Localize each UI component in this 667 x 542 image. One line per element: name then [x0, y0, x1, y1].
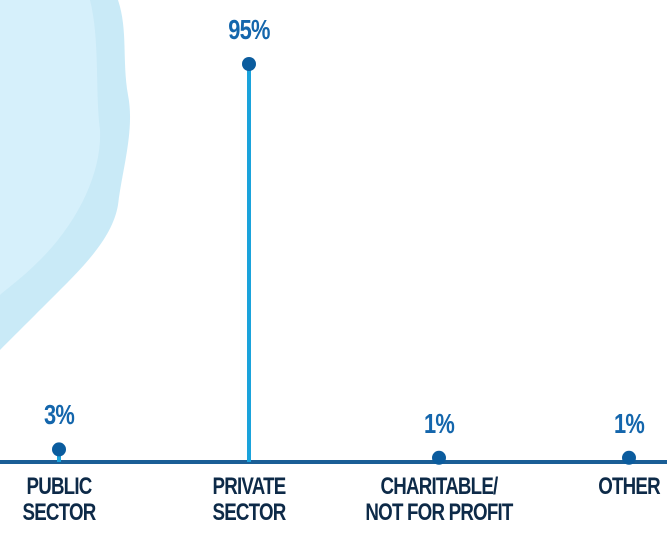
dot	[52, 442, 66, 457]
value-label: 1%	[613, 407, 645, 439]
category-label: OTHER	[598, 473, 660, 500]
value-label: 95%	[228, 14, 270, 45]
background-splash-highlight	[0, 0, 101, 295]
category-label: PRIVATE SECTOR	[212, 473, 286, 526]
dot	[432, 450, 446, 465]
value-label: 3%	[43, 399, 75, 431]
value-label: 1%	[423, 407, 455, 439]
dot	[622, 450, 636, 465]
dot	[242, 57, 256, 71]
category-label: CHARITABLE/ NOT FOR PROFIT	[365, 473, 513, 526]
category-label: PUBLIC SECTOR	[22, 473, 96, 526]
